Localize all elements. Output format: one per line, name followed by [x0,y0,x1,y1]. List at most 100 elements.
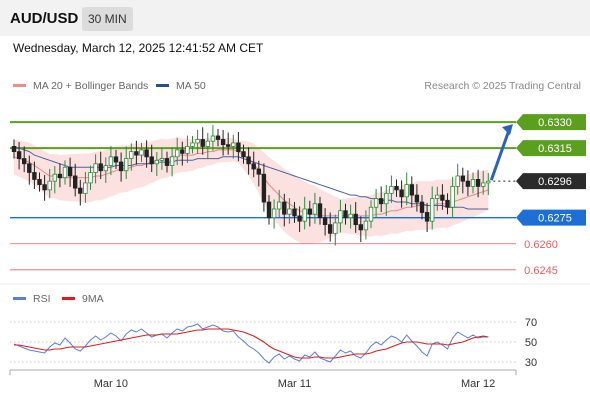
candle-body [251,163,256,170]
candle-body [287,208,292,215]
level-badge-0.6330: 0.6330 [516,114,586,131]
candle [108,145,114,176]
candle-body [73,175,78,189]
x-tick-label: Mar 11 [278,378,311,390]
candle-body [302,208,307,222]
candle [139,142,144,163]
level-label-0.6245: 0.6245 [524,265,558,277]
candle-body [52,173,57,182]
candle [414,184,420,212]
candle-body [190,142,195,147]
candle [378,186,384,213]
candle [154,152,159,176]
candle-body [88,172,93,184]
candle [384,185,389,216]
candle-body [486,180,491,184]
candle-body [37,179,42,186]
candle [225,132,231,155]
candle [363,210,369,240]
candle-body [450,185,455,208]
level-label: 0.6315 [538,143,572,155]
candle [42,175,47,201]
candle-body [78,187,83,194]
candle [47,169,52,199]
candle [149,144,154,173]
candle [98,151,103,180]
candle [124,146,129,180]
candle-body [185,146,190,154]
candle [118,152,124,182]
candle [67,157,73,187]
candle-body [129,151,134,159]
candle-body [343,210,348,219]
level-label: 0.6330 [538,117,572,129]
candle [256,160,261,187]
candle-body [419,201,425,213]
candle-body [62,166,68,179]
badge-bg [516,209,586,226]
candle [389,175,394,203]
legend-rsi-label: RSI [33,293,51,305]
candle [475,169,481,198]
candle-body [32,172,37,180]
candle-body [327,224,333,234]
candle [465,170,471,196]
candle [470,172,476,194]
candle [338,199,343,233]
candle [78,179,83,206]
legend-ma20: MA 20 + Bollinger Bands [13,80,148,92]
candle [373,189,379,219]
rsi-line [13,323,489,364]
candle-body [67,166,73,177]
candle-body [16,151,22,159]
candle [57,163,63,188]
legend-9ma: 9MA [62,293,104,305]
x-tick-label: Mar 12 [461,378,495,390]
candle [129,143,134,171]
candle-body [475,179,481,187]
candle [486,172,491,196]
candle-body [480,182,486,187]
level-label: 0.6275 [538,213,572,225]
candle [27,155,32,185]
candle [32,161,37,189]
candle [73,163,78,197]
candle-body [246,156,251,165]
candle-body [429,198,435,222]
candle [450,176,455,219]
rsi-tick-label: 70 [525,317,537,329]
rsi-ma-line [14,328,489,359]
candle-body [470,179,476,187]
candle-body [266,201,272,219]
candle [460,167,465,194]
candle-body [124,158,129,172]
candle-body [404,184,409,198]
legend-rsi: RSI [13,293,51,305]
candle [424,202,430,233]
candle [246,147,251,175]
candle-body [307,208,312,215]
candle [429,186,435,230]
candle-body [118,161,124,172]
candle-body [169,156,175,166]
candle-body [317,203,323,219]
candle-body [195,139,200,144]
candle-body [445,199,450,208]
candle-body [113,156,119,163]
candle [292,202,297,223]
legend-9ma-label: 9MA [82,293,104,305]
candle [16,142,22,170]
candle-body [98,163,103,172]
candle-body [83,182,88,194]
candle-body [164,158,170,166]
candle [261,163,267,212]
candle [302,196,307,230]
candle-body [409,184,414,196]
candle-body [144,149,149,158]
timeframe-button[interactable]: 30 MIN [82,7,133,31]
badge-bg [516,140,586,157]
candle [62,160,68,185]
candle [399,180,404,208]
candle-body [200,139,205,147]
